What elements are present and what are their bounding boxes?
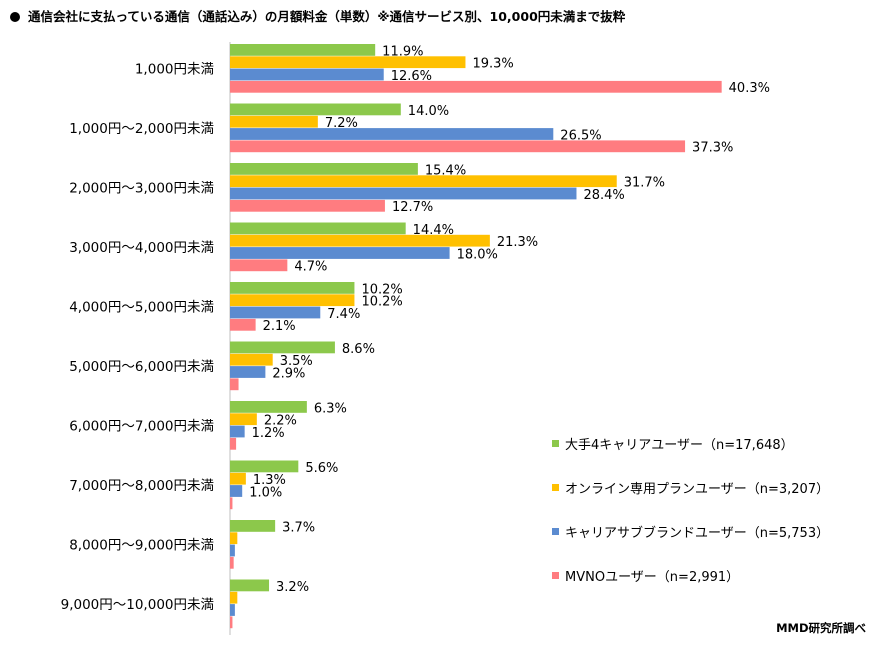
- bar: [230, 103, 401, 116]
- data-label: 3.2%: [276, 580, 309, 595]
- bar: [230, 366, 266, 378]
- bar: [230, 44, 376, 56]
- bar: [230, 80, 722, 93]
- bar: [230, 222, 406, 235]
- data-label: 10.2%: [361, 295, 402, 310]
- bar: [230, 318, 256, 331]
- legend-swatch: [552, 527, 559, 535]
- legend-swatch: [552, 571, 559, 579]
- chart-title-text: 通信会社に支払っている通信（通話込み）の月額料金（単数）※通信サービス別、10,…: [28, 9, 626, 24]
- data-label: 7.4%: [327, 307, 360, 322]
- legend-swatch: [552, 439, 559, 447]
- bar: [230, 163, 418, 175]
- bar: [230, 247, 450, 259]
- bar: [230, 175, 617, 188]
- legend-swatch: [552, 483, 559, 491]
- data-label: 26.5%: [560, 128, 601, 143]
- category-label: 9,000円～10,000円未満: [61, 597, 214, 613]
- data-label: 11.9%: [382, 44, 423, 59]
- data-label: 19.3%: [472, 57, 513, 72]
- category-label: 1,000円～2,000円未満: [69, 121, 214, 137]
- data-label: 1.3%: [253, 473, 286, 488]
- legend-label: MVNOユーザー（n=2,991）: [565, 569, 740, 585]
- bar: [230, 353, 273, 366]
- bar: [230, 591, 238, 604]
- data-label: 2.9%: [272, 366, 305, 381]
- bar: [230, 234, 490, 247]
- data-label: 31.7%: [624, 176, 665, 191]
- bar: [230, 115, 318, 128]
- data-label: 2.1%: [263, 319, 296, 334]
- bar: [230, 497, 233, 510]
- data-label: 28.4%: [583, 188, 624, 203]
- category-label: 4,000円～5,000円未満: [69, 300, 214, 316]
- data-label: 8.6%: [342, 342, 375, 357]
- data-label: 7.2%: [325, 116, 358, 131]
- bar: [230, 544, 235, 557]
- chart-title: 通信会社に支払っている通信（通話込み）の月額料金（単数）※通信サービス別、10,…: [10, 6, 625, 25]
- category-label: 1,000円未満: [135, 62, 214, 78]
- data-label: 40.3%: [729, 81, 770, 96]
- legend: 大手4キャリアユーザー（n=17,648） オンライン専用プランユーザー（n=3,…: [552, 432, 829, 608]
- legend-item: オンライン専用プランユーザー（n=3,207）: [552, 476, 829, 498]
- data-label: 10.2%: [361, 282, 402, 297]
- bar: [230, 341, 335, 354]
- category-label: 2,000円～3,000円未満: [69, 181, 214, 197]
- bar: [230, 140, 686, 153]
- legend-item: MVNOユーザー（n=2,991）: [552, 564, 829, 586]
- data-label: 12.6%: [391, 69, 432, 84]
- data-label: 14.0%: [408, 104, 449, 119]
- bar: [230, 68, 384, 81]
- legend-label: オンライン専用プランユーザー（n=3,207）: [565, 481, 830, 497]
- category-label: 5,000円～6,000円未満: [69, 359, 214, 375]
- data-label: 5.6%: [305, 461, 338, 476]
- data-label: 2.2%: [264, 414, 297, 429]
- bar: [230, 259, 288, 272]
- bar: [230, 579, 270, 592]
- data-label: 14.4%: [413, 223, 454, 238]
- category-label: 3,000円～4,000円未満: [69, 240, 214, 256]
- data-label: 1.2%: [252, 426, 285, 441]
- bar: [230, 532, 238, 545]
- data-label: 4.7%: [294, 260, 327, 275]
- bar: [230, 485, 243, 497]
- bar: [230, 413, 257, 426]
- category-label: 6,000円～7,000円未満: [69, 419, 214, 435]
- bar: [230, 604, 235, 616]
- bar: [230, 556, 234, 569]
- data-label: 3.5%: [280, 354, 313, 369]
- legend-label: キャリアサブブランドユーザー（n=5,753）: [565, 525, 830, 541]
- bar: [230, 294, 355, 307]
- data-label: 12.7%: [392, 200, 433, 215]
- data-label: 6.3%: [314, 401, 347, 416]
- data-label: 21.3%: [497, 235, 538, 250]
- category-label: 8,000円～9,000円未満: [69, 538, 214, 554]
- bar: [230, 460, 299, 473]
- data-label: 3.7%: [282, 520, 315, 535]
- data-label: 15.4%: [425, 163, 466, 178]
- data-label: 1.0%: [249, 485, 282, 500]
- category-label: 7,000円～8,000円未満: [69, 478, 214, 494]
- source-note: MMD研究所調べ: [776, 621, 866, 635]
- bar: [230, 128, 554, 140]
- bar: [230, 520, 276, 532]
- bar: [230, 378, 239, 391]
- bar: [230, 616, 233, 629]
- bar: [230, 425, 245, 438]
- data-label: 37.3%: [692, 141, 733, 156]
- bullet-icon: [10, 12, 20, 22]
- data-label: 18.0%: [457, 247, 498, 262]
- legend-label: 大手4キャリアユーザー（n=17,648）: [565, 437, 794, 453]
- bar: [230, 282, 355, 294]
- bar: [230, 472, 246, 485]
- bar: [230, 401, 307, 413]
- legend-item: キャリアサブブランドユーザー（n=5,753）: [552, 520, 829, 542]
- legend-item: 大手4キャリアユーザー（n=17,648）: [552, 432, 829, 454]
- bar: [230, 306, 321, 319]
- bar: [230, 437, 237, 450]
- bar: [230, 187, 577, 200]
- bar: [230, 56, 466, 69]
- bar: [230, 199, 385, 212]
